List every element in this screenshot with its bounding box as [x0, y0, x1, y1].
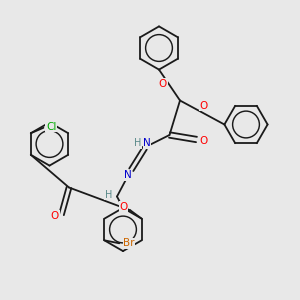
Text: O: O [199, 136, 207, 146]
Text: H: H [105, 190, 112, 200]
Text: N: N [143, 138, 151, 148]
Text: H: H [134, 138, 142, 148]
Text: Br: Br [123, 238, 135, 248]
Text: O: O [200, 101, 208, 111]
Text: N: N [124, 170, 132, 181]
Text: Cl: Cl [46, 122, 56, 132]
Text: O: O [120, 202, 128, 212]
Text: O: O [159, 79, 167, 88]
Text: O: O [51, 211, 59, 221]
